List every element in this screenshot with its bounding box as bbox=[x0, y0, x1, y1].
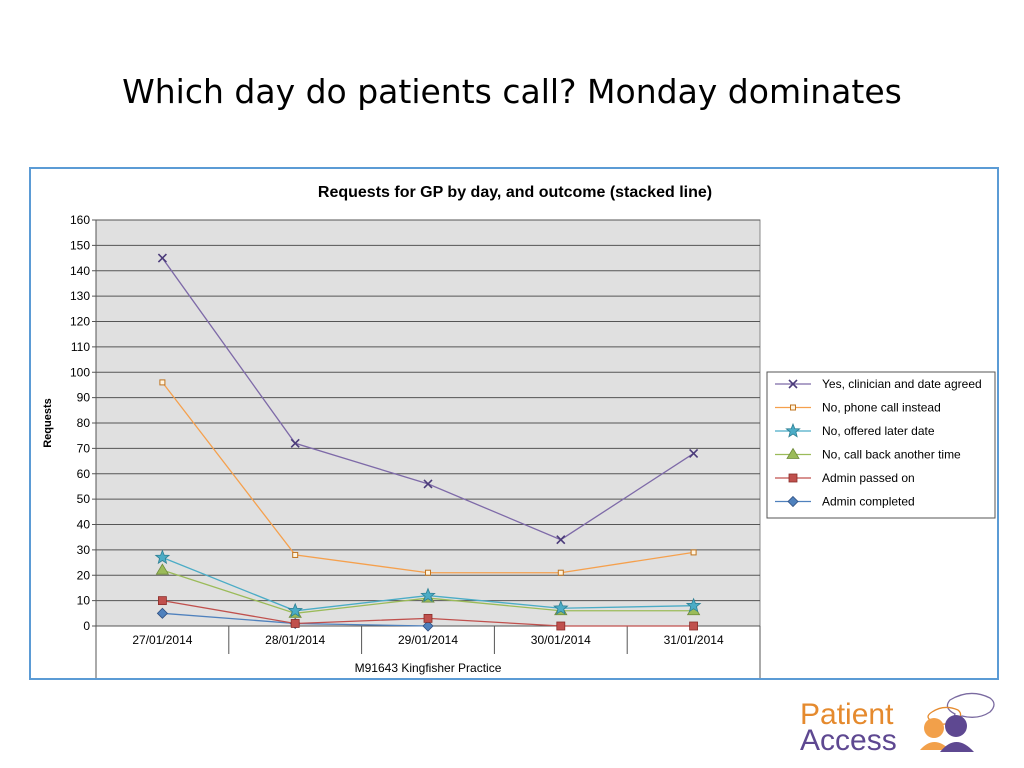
legend-marker bbox=[790, 404, 796, 411]
legend-marker bbox=[787, 495, 799, 508]
patient-access-logo: Patient Access bbox=[800, 690, 1010, 760]
y-tick-label: 80 bbox=[77, 416, 91, 430]
data-point bbox=[290, 438, 300, 448]
y-tick-label: 10 bbox=[77, 594, 91, 608]
data-point bbox=[292, 551, 299, 558]
y-tick-label: 150 bbox=[70, 238, 90, 252]
legend-box bbox=[766, 371, 996, 519]
y-tick-label: 30 bbox=[77, 543, 91, 557]
data-point bbox=[689, 621, 698, 631]
data-point bbox=[290, 619, 300, 628]
legend-label: No, offered later date bbox=[822, 424, 935, 438]
data-point bbox=[689, 448, 699, 459]
legend-marker bbox=[788, 379, 798, 389]
data-point bbox=[423, 613, 433, 623]
data-point bbox=[690, 549, 697, 556]
data-point bbox=[157, 253, 167, 263]
data-point bbox=[287, 602, 303, 618]
legend-marker bbox=[786, 447, 800, 459]
y-tick-label: 120 bbox=[70, 315, 90, 329]
y-axis-label: Requests bbox=[42, 398, 54, 448]
legend-label: No, call back another time bbox=[822, 448, 961, 462]
data-point bbox=[556, 621, 566, 631]
data-point bbox=[425, 569, 431, 576]
data-point bbox=[685, 597, 702, 613]
data-point bbox=[423, 479, 433, 489]
y-tick-label: 0 bbox=[83, 619, 90, 633]
chart: Requests for GP by day, and outcome (sta… bbox=[42, 184, 996, 678]
y-tick-label: 90 bbox=[77, 391, 91, 405]
data-point bbox=[420, 587, 436, 603]
x-tick-label: 31/01/2014 bbox=[664, 633, 724, 647]
data-point bbox=[156, 607, 168, 619]
legend-label: Admin passed on bbox=[822, 471, 915, 485]
x-axis-label: M91643 Kingfisher Practice bbox=[355, 661, 502, 675]
y-tick-label: 160 bbox=[70, 213, 90, 227]
chart-title: Requests for GP by day, and outcome (sta… bbox=[318, 184, 712, 201]
slide-title: Which day do patients call? Monday domin… bbox=[122, 72, 902, 111]
data-point bbox=[158, 596, 167, 606]
data-point bbox=[556, 535, 566, 545]
x-tick-label: 29/01/2014 bbox=[398, 633, 458, 647]
legend-label: Yes, clinician and date agreed bbox=[822, 377, 982, 391]
data-point bbox=[154, 549, 171, 565]
y-tick-label: 20 bbox=[77, 568, 91, 582]
legend-marker bbox=[785, 422, 801, 438]
x-tick-label: 30/01/2014 bbox=[531, 633, 591, 647]
y-tick-label: 70 bbox=[77, 441, 91, 455]
data-point bbox=[553, 600, 569, 615]
data-point bbox=[159, 379, 166, 386]
chart-frame: Requests for GP by day, and outcome (sta… bbox=[29, 167, 999, 680]
legend-label: No, phone call instead bbox=[822, 401, 941, 415]
legend-marker bbox=[788, 473, 798, 483]
y-tick-label: 110 bbox=[71, 340, 90, 354]
legend-label: Admin completed bbox=[822, 495, 915, 509]
logo-figures-icon bbox=[920, 692, 995, 752]
y-tick-label: 140 bbox=[70, 264, 90, 278]
y-tick-label: 60 bbox=[77, 467, 91, 481]
x-tick-label: 27/01/2014 bbox=[132, 633, 192, 647]
data-point bbox=[155, 563, 170, 575]
logo-text-access: Access bbox=[800, 724, 897, 757]
y-tick-label: 50 bbox=[77, 492, 91, 506]
data-point bbox=[557, 569, 564, 576]
x-tick-label: 28/01/2014 bbox=[265, 633, 325, 647]
y-tick-label: 130 bbox=[70, 289, 90, 303]
data-point bbox=[422, 620, 434, 632]
logo-text-patient: Patient bbox=[800, 698, 894, 731]
y-tick-label: 100 bbox=[70, 365, 90, 379]
y-tick-label: 40 bbox=[77, 518, 91, 532]
